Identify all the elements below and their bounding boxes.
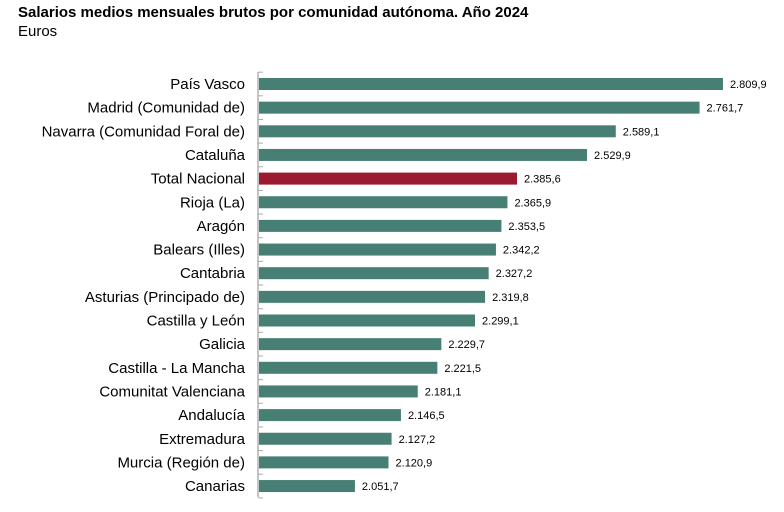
category-label: Asturias (Principado de)	[85, 289, 245, 306]
category-label: Navarra (Comunidad Foral de)	[42, 123, 245, 140]
value-label: 2.051,7	[362, 481, 399, 493]
category-label: Castilla y León	[147, 313, 245, 330]
bar	[259, 78, 723, 90]
bar	[259, 314, 476, 327]
value-label: 2.327,2	[496, 268, 533, 280]
value-label: 2.809,9	[730, 79, 767, 91]
bar	[259, 267, 489, 280]
category-label: Galicia	[199, 336, 246, 353]
chart-subtitle: Euros	[18, 23, 58, 40]
value-label: 2.761,7	[707, 103, 744, 115]
value-label: 2.229,7	[448, 339, 485, 351]
category-label: Murcia (Región de)	[117, 454, 245, 471]
chart-title: Salarios medios mensuales brutos por com…	[18, 4, 529, 21]
value-label: 2.146,5	[408, 410, 445, 422]
value-label: 2.342,2	[503, 245, 540, 257]
category-label: Andalucía	[178, 407, 245, 424]
bar	[259, 385, 418, 398]
bar	[259, 361, 438, 374]
category-label: Balears (Illes)	[153, 242, 245, 259]
category-label: Cantabria	[180, 265, 246, 282]
value-label: 2.120,9	[396, 457, 433, 469]
bar	[259, 196, 508, 209]
value-label: 2.365,9	[514, 197, 551, 209]
bar	[259, 338, 442, 351]
bar	[259, 125, 616, 138]
value-label: 2.385,6	[524, 174, 561, 186]
category-label: Canarias	[185, 478, 245, 495]
bar	[259, 432, 392, 445]
value-label: 2.181,1	[425, 386, 462, 398]
bar	[259, 148, 588, 161]
bar	[259, 219, 502, 232]
value-label: 2.127,2	[399, 434, 436, 446]
bar	[259, 243, 496, 256]
value-label: 2.299,1	[482, 316, 519, 328]
bar	[259, 456, 389, 469]
category-label: Aragón	[197, 218, 245, 235]
value-label: 2.589,1	[623, 126, 660, 138]
value-label: 2.529,9	[594, 150, 631, 162]
category-label: Castilla - La Mancha	[108, 360, 245, 377]
bar	[259, 290, 486, 303]
value-label: 2.353,5	[508, 221, 545, 233]
value-label: 2.221,5	[444, 363, 481, 375]
category-label: Comunitat Valenciana	[99, 383, 245, 400]
category-label: Total Nacional	[151, 171, 245, 188]
bar	[259, 480, 355, 493]
bar	[259, 409, 401, 422]
bar	[259, 101, 700, 114]
bar	[259, 172, 518, 185]
category-label: Extremadura	[159, 431, 246, 448]
category-label: Rioja (La)	[180, 194, 245, 211]
value-label: 2.319,8	[492, 292, 529, 304]
category-label: Cataluña	[185, 147, 246, 164]
category-label: País Vasco	[170, 76, 245, 93]
category-label: Madrid (Comunidad de)	[87, 100, 245, 117]
